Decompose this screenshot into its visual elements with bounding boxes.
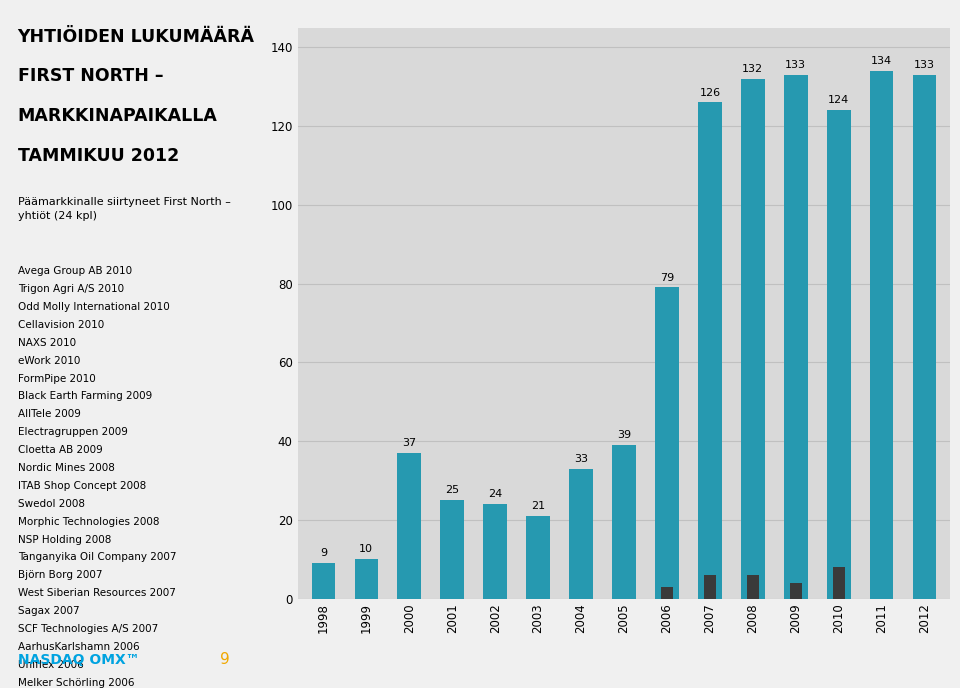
Text: NSP Holding 2008: NSP Holding 2008: [17, 535, 111, 545]
Text: Black Earth Farming 2009: Black Earth Farming 2009: [17, 391, 152, 402]
Bar: [784, 75, 807, 599]
Text: AarhusKarlshamn 2006: AarhusKarlshamn 2006: [17, 642, 139, 652]
Text: Uniflex 2006: Uniflex 2006: [17, 660, 84, 670]
Text: 9: 9: [220, 652, 229, 667]
Text: Melker Schörling 2006: Melker Schörling 2006: [17, 678, 134, 688]
Text: Morphic Technologies 2008: Morphic Technologies 2008: [17, 517, 159, 527]
Text: SCF Technologies A/S 2007: SCF Technologies A/S 2007: [17, 624, 157, 634]
Text: 25: 25: [445, 485, 459, 495]
Text: 79: 79: [660, 272, 674, 283]
Text: FIRST NORTH –: FIRST NORTH –: [17, 67, 163, 85]
Text: NASDAQ OMX™: NASDAQ OMX™: [17, 654, 139, 667]
Bar: [827, 110, 851, 599]
Bar: [483, 504, 507, 599]
Text: Björn Borg 2007: Björn Borg 2007: [17, 570, 102, 581]
Text: 126: 126: [699, 87, 720, 98]
Bar: [655, 288, 679, 599]
Text: Odd Molly International 2010: Odd Molly International 2010: [17, 302, 169, 312]
Text: YHTIÖIDEN LUKUMÄÄRÄ: YHTIÖIDEN LUKUMÄÄRÄ: [17, 28, 254, 45]
Text: Swedol 2008: Swedol 2008: [17, 499, 84, 509]
Bar: [526, 516, 550, 599]
Text: Päämarkkinalle siirtyneet First North –
yhtiöt (24 kpl): Päämarkkinalle siirtyneet First North – …: [17, 197, 230, 222]
Text: NAXS 2010: NAXS 2010: [17, 338, 76, 348]
Text: ITAB Shop Concept 2008: ITAB Shop Concept 2008: [17, 481, 146, 491]
Text: Tanganyika Oil Company 2007: Tanganyika Oil Company 2007: [17, 552, 176, 563]
Bar: [698, 103, 722, 599]
Bar: [790, 583, 802, 599]
Text: Electragruppen 2009: Electragruppen 2009: [17, 427, 128, 438]
Text: Nordic Mines 2008: Nordic Mines 2008: [17, 463, 114, 473]
Text: 132: 132: [742, 64, 763, 74]
Bar: [832, 567, 845, 599]
Text: 9: 9: [320, 548, 327, 559]
Text: 37: 37: [402, 438, 417, 448]
Bar: [747, 575, 758, 599]
Bar: [397, 453, 421, 599]
Text: 10: 10: [359, 544, 373, 555]
Text: 124: 124: [828, 96, 850, 105]
Bar: [660, 587, 673, 599]
Bar: [870, 71, 894, 599]
Text: AllTele 2009: AllTele 2009: [17, 409, 81, 420]
Text: FormPipe 2010: FormPipe 2010: [17, 374, 95, 384]
Text: Cellavision 2010: Cellavision 2010: [17, 320, 104, 330]
Text: Avega Group AB 2010: Avega Group AB 2010: [17, 266, 132, 277]
Bar: [354, 559, 378, 599]
Text: MARKKINAPAIKALLA: MARKKINAPAIKALLA: [17, 107, 218, 125]
Bar: [704, 575, 716, 599]
Text: 21: 21: [531, 501, 545, 511]
Bar: [569, 469, 593, 599]
Text: 24: 24: [488, 489, 502, 499]
Text: 33: 33: [574, 454, 588, 464]
Bar: [913, 75, 936, 599]
Text: eWork 2010: eWork 2010: [17, 356, 80, 366]
Bar: [741, 78, 765, 599]
Text: 39: 39: [617, 430, 631, 440]
Text: 133: 133: [914, 60, 935, 70]
Text: West Siberian Resources 2007: West Siberian Resources 2007: [17, 588, 176, 599]
Text: Trigon Agri A/S 2010: Trigon Agri A/S 2010: [17, 284, 124, 294]
Text: 133: 133: [785, 60, 806, 70]
Text: Cloetta AB 2009: Cloetta AB 2009: [17, 445, 103, 455]
Text: Sagax 2007: Sagax 2007: [17, 606, 79, 616]
Text: TAMMIKUU 2012: TAMMIKUU 2012: [17, 147, 179, 165]
Bar: [441, 500, 464, 599]
Bar: [312, 563, 335, 599]
Text: 134: 134: [871, 56, 892, 66]
Bar: [612, 445, 636, 599]
